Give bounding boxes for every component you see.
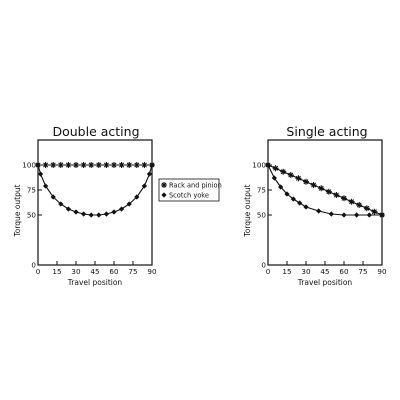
rack-and-pinion-single-point-3 bbox=[287, 172, 294, 178]
x-tick-label-double-1: 15 bbox=[52, 267, 61, 276]
scotch-yoke-double-point-9 bbox=[96, 212, 102, 218]
x-tick-label-single-0: 0 bbox=[266, 267, 271, 276]
scotch-yoke-double-point-1 bbox=[37, 171, 44, 177]
scotch-yoke-double-point-10 bbox=[103, 211, 110, 217]
scotch-yoke-single-point-5 bbox=[297, 200, 303, 206]
scotch-yoke-double-point-17 bbox=[149, 162, 155, 168]
scotch-yoke-single-point-2 bbox=[278, 184, 284, 190]
legend-scotch-yoke-point-marker bbox=[161, 192, 167, 198]
rack-and-pinion-double-point-7 bbox=[88, 162, 95, 168]
rack-and-pinion-single-line bbox=[267, 164, 383, 216]
scotch-yoke-single-point-1 bbox=[271, 175, 277, 181]
rack-and-pinion-double-point-10 bbox=[111, 162, 117, 168]
scotch-yoke-single-point-10 bbox=[354, 212, 360, 218]
rack-and-pinion-double-point-8 bbox=[95, 162, 102, 168]
chart-title-double: Double acting bbox=[52, 124, 140, 139]
scotch-yoke-double-point-0 bbox=[35, 162, 41, 168]
rack-and-pinion-double-point-11 bbox=[118, 162, 125, 168]
scotch-yoke-single-point-12 bbox=[379, 212, 385, 218]
scotch-yoke-single-point-3 bbox=[284, 191, 290, 197]
scotch-yoke-single-point-9 bbox=[341, 212, 347, 218]
rack-and-pinion-double-point-6 bbox=[80, 162, 87, 168]
rack-and-pinion-single-point-13 bbox=[363, 205, 370, 212]
x-tick-label-single-6: 90 bbox=[377, 267, 387, 276]
y-tick-label-single-0: 0 bbox=[261, 261, 266, 270]
legend-label-rack-and-pinion: Rack and pinion bbox=[169, 182, 222, 190]
x-tick-label-double-6: 90 bbox=[147, 267, 157, 276]
rack-and-pinion-double-point-1 bbox=[42, 162, 49, 168]
rack-and-pinion-double-point-2 bbox=[50, 162, 57, 168]
plot-frame-double bbox=[37, 139, 153, 266]
scotch-yoke-single-point-0 bbox=[265, 162, 271, 168]
x-axis-label-double: Travel position bbox=[67, 278, 123, 287]
y-axis-label-single: Torque output bbox=[243, 184, 252, 237]
rack-and-pinion-single-point-8 bbox=[325, 188, 332, 195]
x-tick-label-double-0: 0 bbox=[36, 267, 41, 276]
scotch-yoke-single-point-11 bbox=[366, 212, 372, 218]
x-tick-label-single-3: 45 bbox=[320, 267, 329, 276]
rack-and-pinion-single-point-6 bbox=[310, 182, 317, 188]
rack-and-pinion-single-point-2 bbox=[280, 168, 287, 175]
rack-and-pinion-double-point-14 bbox=[141, 162, 148, 168]
x-tick-label-single-4: 60 bbox=[339, 267, 349, 276]
x-axis-label-single: Travel position bbox=[297, 278, 353, 287]
x-tick-label-double-4: 60 bbox=[109, 267, 119, 276]
rack-and-pinion-single-point-1 bbox=[272, 165, 279, 172]
scotch-yoke-double-point-13 bbox=[126, 201, 132, 207]
y-tick-label-single-1: 50 bbox=[257, 211, 267, 220]
rack-and-pinion-single-point-9 bbox=[333, 192, 340, 198]
scotch-yoke-single-point-8 bbox=[328, 211, 334, 217]
rack-and-pinion-double-point-13 bbox=[133, 162, 140, 168]
plot-frame-single bbox=[267, 139, 383, 266]
rack-and-pinion-single-point-12 bbox=[356, 202, 363, 208]
rack-and-pinion-double-point-4 bbox=[65, 162, 72, 168]
scotch-yoke-double-point-6 bbox=[73, 209, 79, 215]
rack-and-pinion-double-point-9 bbox=[103, 162, 110, 168]
scotch-yoke-double-point-12 bbox=[118, 206, 125, 212]
rack-and-pinion-double-point-3 bbox=[57, 162, 64, 168]
scotch-yoke-double-point-8 bbox=[88, 212, 94, 218]
rack-and-pinion-single-point-11 bbox=[348, 198, 355, 205]
scotch-yoke-double-point-14 bbox=[134, 194, 140, 200]
legend-label-scotch-yoke: Scotch yoke bbox=[169, 192, 209, 200]
rack-and-pinion-double-point-5 bbox=[73, 162, 79, 168]
scotch-yoke-single-point-4 bbox=[290, 196, 296, 202]
legend-box bbox=[158, 178, 220, 202]
scotch-yoke-double-point-2 bbox=[42, 183, 49, 189]
rack-and-pinion-single-point-7 bbox=[318, 185, 325, 192]
scotch-yoke-double-point-4 bbox=[58, 201, 64, 207]
y-tick-label-double-3: 100 bbox=[22, 161, 36, 170]
x-tick-label-double-2: 30 bbox=[71, 267, 81, 276]
rack-and-pinion-single-point-5 bbox=[303, 178, 309, 185]
scotch-yoke-double-point-16 bbox=[146, 171, 153, 177]
x-tick-label-single-2: 30 bbox=[301, 267, 311, 276]
scotch-yoke-double-point-5 bbox=[65, 206, 72, 212]
y-axis-label-double: Torque output bbox=[13, 184, 22, 237]
chart-title-single: Single acting bbox=[286, 124, 368, 139]
x-tick-label-double-5: 75 bbox=[128, 267, 137, 276]
scotch-yoke-double-line bbox=[37, 164, 153, 216]
rack-and-pinion-double-point-12 bbox=[126, 162, 133, 168]
scotch-yoke-double-point-7 bbox=[80, 211, 87, 217]
rack-and-pinion-single-point-10 bbox=[341, 195, 347, 202]
scotch-yoke-double-point-3 bbox=[50, 194, 56, 200]
scotch-yoke-double-point-15 bbox=[141, 183, 148, 189]
scotch-yoke-single-point-7 bbox=[316, 208, 322, 214]
y-tick-label-single-2: 75 bbox=[257, 186, 266, 195]
scotch-yoke-double-point-11 bbox=[111, 209, 117, 215]
y-tick-label-double-1: 50 bbox=[27, 211, 37, 220]
rack-and-pinion-single-point-4 bbox=[295, 175, 302, 182]
rack-and-pinion-single-point-14 bbox=[371, 208, 378, 215]
y-tick-label-single-3: 100 bbox=[252, 161, 266, 170]
x-tick-label-single-1: 15 bbox=[282, 267, 291, 276]
x-tick-label-single-5: 75 bbox=[358, 267, 367, 276]
legend-rack-and-pinion-point-marker bbox=[161, 182, 167, 188]
x-tick-label-double-3: 45 bbox=[90, 267, 99, 276]
scotch-yoke-single-point-6 bbox=[303, 204, 309, 210]
y-tick-label-double-0: 0 bbox=[31, 261, 36, 270]
y-tick-label-double-2: 75 bbox=[27, 186, 36, 195]
